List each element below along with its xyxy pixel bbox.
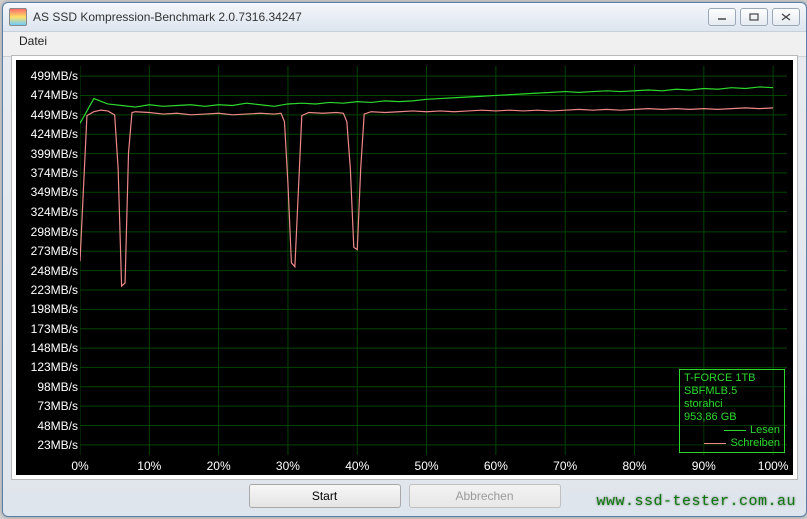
legend-info-0: T-FORCE 1TB: [684, 372, 780, 385]
legend-swatch-write: [704, 443, 726, 444]
legend-info-2: storahci: [684, 398, 780, 411]
y-tick-label: 399MB/s: [31, 147, 78, 161]
legend-label-read: Lesen: [750, 424, 780, 437]
y-tick-label: 48MB/s: [37, 419, 78, 433]
close-button[interactable]: [772, 8, 800, 26]
y-tick-label: 98MB/s: [37, 380, 78, 394]
y-tick-label: 123MB/s: [31, 360, 78, 374]
maximize-button[interactable]: [740, 8, 768, 26]
x-tick-label: 0%: [71, 459, 88, 473]
watermark-text: www.ssd-tester.com.au: [596, 493, 796, 510]
y-tick-label: 198MB/s: [31, 302, 78, 316]
legend-box: T-FORCE 1TB SBFMLB.5 storahci 953,86 GB …: [679, 369, 785, 453]
menubar: Datei: [3, 32, 806, 57]
y-tick-label: 73MB/s: [37, 399, 78, 413]
y-tick-label: 374MB/s: [31, 166, 78, 180]
y-tick-label: 173MB/s: [31, 322, 78, 336]
legend-info-1: SBFMLB.5: [684, 385, 780, 398]
x-tick-label: 70%: [553, 459, 577, 473]
x-tick-label: 20%: [207, 459, 231, 473]
legend-swatch-read: [724, 430, 746, 431]
x-tick-label: 100%: [758, 459, 789, 473]
x-tick-label: 40%: [345, 459, 369, 473]
app-icon: [9, 8, 27, 26]
menu-file[interactable]: Datei: [13, 32, 53, 50]
x-tick-label: 10%: [137, 459, 161, 473]
minimize-button[interactable]: [708, 8, 736, 26]
y-tick-label: 499MB/s: [31, 69, 78, 83]
x-tick-label: 90%: [692, 459, 716, 473]
x-tick-label: 80%: [622, 459, 646, 473]
y-tick-label: 424MB/s: [31, 127, 78, 141]
legend-label-write: Schreiben: [730, 437, 780, 450]
y-tick-label: 23MB/s: [37, 438, 78, 452]
legend-item-read: Lesen: [684, 424, 780, 437]
y-tick-label: 298MB/s: [31, 225, 78, 239]
titlebar: AS SSD Kompression-Benchmark 2.0.7316.34…: [3, 3, 806, 32]
legend-info-3: 953,86 GB: [684, 411, 780, 424]
window-controls: [708, 8, 800, 26]
content-panel: T-FORCE 1TB SBFMLB.5 storahci 953,86 GB …: [11, 55, 798, 480]
start-button[interactable]: Start: [249, 484, 401, 508]
app-window: AS SSD Kompression-Benchmark 2.0.7316.34…: [2, 2, 807, 517]
y-tick-label: 324MB/s: [31, 205, 78, 219]
compression-chart: T-FORCE 1TB SBFMLB.5 storahci 953,86 GB …: [16, 60, 793, 475]
window-title: AS SSD Kompression-Benchmark 2.0.7316.34…: [33, 10, 708, 24]
y-tick-label: 273MB/s: [31, 244, 78, 258]
cancel-button: Abbrechen: [409, 484, 561, 508]
y-tick-label: 349MB/s: [31, 185, 78, 199]
legend-item-write: Schreiben: [684, 437, 780, 450]
x-tick-label: 30%: [276, 459, 300, 473]
y-tick-label: 449MB/s: [31, 108, 78, 122]
x-tick-label: 60%: [484, 459, 508, 473]
y-tick-label: 248MB/s: [31, 264, 78, 278]
y-tick-label: 148MB/s: [31, 341, 78, 355]
plot-area: T-FORCE 1TB SBFMLB.5 storahci 953,86 GB …: [80, 66, 787, 455]
y-tick-label: 474MB/s: [31, 88, 78, 102]
y-tick-label: 223MB/s: [31, 283, 78, 297]
x-tick-label: 50%: [415, 459, 439, 473]
